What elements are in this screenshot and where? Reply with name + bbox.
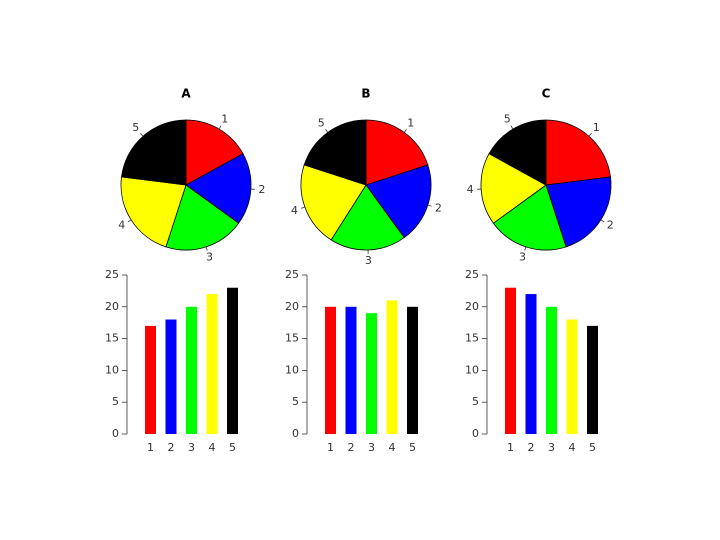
bar (366, 313, 377, 434)
label-tick (205, 246, 208, 251)
x-tick-label: 3 (548, 441, 555, 454)
x-tick-label: 1 (327, 441, 334, 454)
bar (525, 294, 537, 434)
label-tick (218, 125, 222, 130)
label-tick (140, 133, 144, 137)
y-tick-label: 0 (292, 427, 299, 440)
x-tick-label: 2 (348, 441, 355, 454)
slice-label: 2 (435, 202, 442, 215)
x-tick-label: 4 (389, 441, 396, 454)
x-tick-label: 5 (229, 441, 236, 454)
pie-slice (545, 119, 611, 186)
bar (206, 294, 218, 434)
y-tick-label: 10 (285, 363, 299, 376)
pie-slice (480, 153, 547, 224)
slice-label: 4 (291, 204, 298, 217)
x-tick-label: 1 (507, 441, 514, 454)
pie-slice (545, 176, 612, 248)
bar (566, 319, 578, 434)
bar (145, 325, 156, 434)
slice-label: 3 (206, 250, 213, 263)
bar (345, 306, 357, 434)
bar (186, 306, 197, 434)
label-tick (325, 129, 329, 133)
pie-slice (365, 119, 429, 186)
slice-label: 5 (504, 113, 511, 126)
slice-label: 4 (467, 183, 474, 196)
y-tick-label: 10 (105, 363, 119, 376)
label-tick (427, 204, 432, 207)
pie-slice (488, 119, 547, 186)
label-tick (600, 219, 605, 223)
x-tick-label: 4 (569, 441, 576, 454)
pie-slice (300, 164, 367, 241)
y-tick-label: 25 (285, 268, 299, 281)
slice-label: 3 (519, 250, 526, 263)
y-tick-label: 5 (292, 395, 299, 408)
y-tick-label: 25 (105, 268, 119, 281)
y-tick-label: 5 (472, 395, 479, 408)
label-tick (301, 206, 305, 209)
x-tick-label: 4 (209, 441, 216, 454)
slice-label: 3 (365, 254, 372, 267)
chart-title: C (542, 87, 551, 101)
bar (165, 319, 177, 434)
chart-title: B (361, 87, 370, 101)
pie-slice (120, 176, 187, 248)
slice-label: 2 (258, 183, 265, 196)
slice-label: 1 (221, 113, 228, 126)
pie-slice (303, 119, 367, 186)
x-tick-label: 2 (168, 441, 175, 454)
x-tick-label: 3 (188, 441, 195, 454)
pie-slice (121, 119, 187, 186)
y-tick-label: 0 (472, 427, 479, 440)
slice-label: 1 (407, 116, 414, 129)
bar (407, 306, 418, 434)
x-tick-label: 2 (528, 441, 535, 454)
label-tick (127, 219, 132, 223)
bar (325, 306, 336, 434)
y-tick-label: 15 (465, 332, 479, 345)
y-tick-label: 20 (105, 300, 119, 313)
slice-label: 1 (593, 121, 600, 134)
pie-slice (330, 184, 405, 251)
y-tick-label: 15 (285, 332, 299, 345)
pie-slice (492, 184, 567, 251)
pie-slice (185, 153, 252, 224)
slice-label: 5 (132, 121, 139, 134)
slice-label: 4 (118, 219, 125, 232)
bar (587, 325, 598, 434)
slice-label: 5 (318, 116, 325, 129)
y-tick-label: 5 (112, 395, 119, 408)
label-tick (403, 129, 407, 133)
bar (386, 300, 398, 434)
bar (546, 306, 557, 434)
x-tick-label: 1 (147, 441, 154, 454)
bar (227, 287, 238, 434)
label-tick (510, 125, 514, 130)
y-tick-label: 20 (285, 300, 299, 313)
y-tick-label: 20 (465, 300, 479, 313)
pie-slice (185, 119, 244, 186)
x-tick-label: 5 (589, 441, 596, 454)
label-tick (588, 133, 592, 137)
x-tick-label: 3 (368, 441, 375, 454)
x-tick-label: 5 (409, 441, 416, 454)
y-tick-label: 0 (112, 427, 119, 440)
slice-label: 2 (607, 219, 614, 232)
chart-title: A (181, 87, 191, 101)
label-tick (524, 246, 527, 251)
pie-slice (165, 184, 240, 251)
y-tick-label: 15 (105, 332, 119, 345)
bar (505, 287, 516, 434)
y-tick-label: 25 (465, 268, 479, 281)
y-tick-label: 10 (465, 363, 479, 376)
pie-slice (365, 164, 432, 239)
